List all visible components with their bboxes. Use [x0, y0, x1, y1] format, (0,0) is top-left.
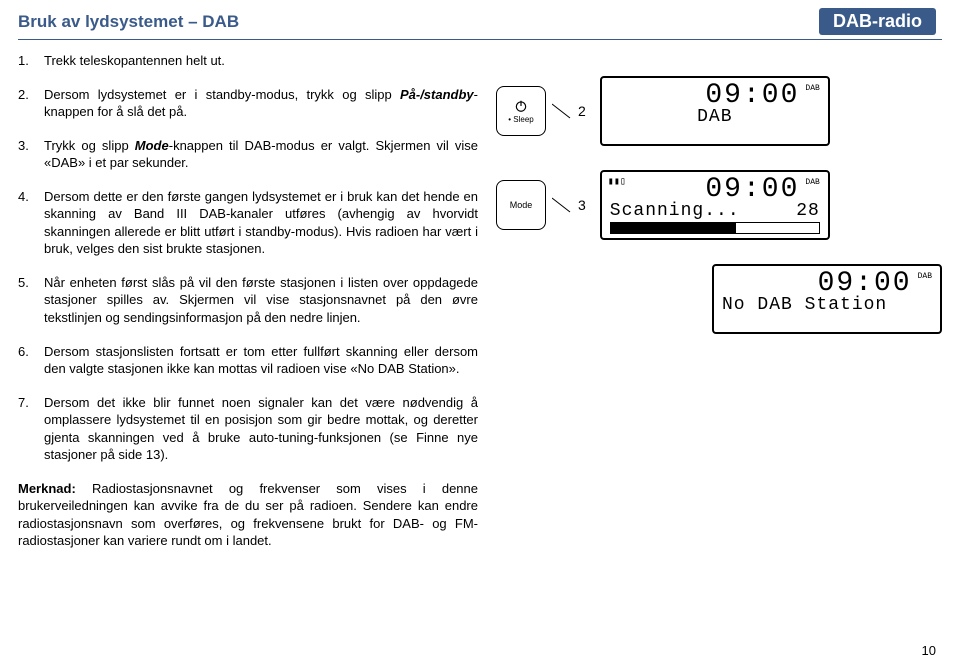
- lcd-scan-count: 28: [796, 202, 820, 220]
- step-item: Trekk teleskopantennen helt ut.: [18, 52, 478, 70]
- steps-list: Trekk teleskopantennen helt ut. Dersom l…: [18, 52, 478, 464]
- lcd-display-scanning: ▮▮▯ 09:00 DAB Scanning... 28: [600, 170, 830, 240]
- step-text: Dersom lydsystemet er i standby-modus, t…: [44, 87, 478, 120]
- figure-row-3: 09:00 DAB No DAB Station: [496, 264, 942, 334]
- sleep-button-sublabel: • Sleep: [508, 115, 534, 124]
- lcd-mode-tag: DAB: [805, 84, 819, 93]
- callout-line: [552, 190, 572, 220]
- lcd-progress-fill: [611, 223, 736, 233]
- note-text: Radiostasjonsnavnet og frekvenser som vi…: [18, 481, 478, 549]
- lcd-progress-bar: [610, 222, 820, 234]
- step-text: Trykk og slipp Mode-knappen til DAB-modu…: [44, 138, 478, 171]
- lcd-line2-row: Scanning... 28: [610, 202, 820, 220]
- lcd-display-dab: 09:00 DAB DAB: [600, 76, 830, 146]
- lcd-scanning-text: Scanning...: [610, 202, 740, 220]
- step-text: Når enheten først slås på vil den første…: [44, 275, 478, 325]
- figure-row-2: Mode 3 ▮▮▯ 09:00 DAB Scanning... 28: [496, 170, 942, 240]
- figure-column: • Sleep 2 09:00 DAB DAB Mode 3: [496, 52, 942, 550]
- power-icon: [514, 99, 528, 113]
- lcd-line2: No DAB Station: [722, 296, 932, 314]
- header-rule: [18, 39, 942, 40]
- mode-button-label: Mode: [510, 200, 533, 210]
- content-area: Trekk teleskopantennen helt ut. Dersom l…: [0, 52, 960, 550]
- step-item: Når enheten først slås på vil den første…: [18, 274, 478, 327]
- step-item: Dersom lydsystemet er i standby-modus, t…: [18, 86, 478, 121]
- step-text: Dersom det ikke blir funnet noen signale…: [44, 395, 478, 463]
- note-paragraph: Merknad: Radiostasjonsnavnet og frekvens…: [18, 480, 478, 550]
- step-text: Dersom stasjonslisten fortsatt er tom et…: [44, 344, 478, 377]
- lcd-mode-tag: DAB: [918, 272, 932, 281]
- header-title-left: Bruk av lydsystemet – DAB: [18, 12, 239, 32]
- lcd-display-nodab: 09:00 DAB No DAB Station: [712, 264, 942, 334]
- page-number: 10: [922, 643, 936, 658]
- lcd-line2: DAB: [610, 108, 820, 126]
- step-item: Dersom dette er den første gangen lydsys…: [18, 188, 478, 258]
- callout-number-3: 3: [578, 197, 586, 213]
- step-text: Dersom dette er den første gangen lydsys…: [44, 189, 478, 257]
- lcd-time: 09:00: [705, 82, 799, 110]
- button-block-mode: Mode 3: [496, 180, 586, 230]
- lcd-time: 09:00: [818, 270, 912, 298]
- button-block-sleep: • Sleep 2: [496, 86, 586, 136]
- text-column: Trekk teleskopantennen helt ut. Dersom l…: [18, 52, 478, 550]
- header-title-right: DAB-radio: [819, 8, 936, 35]
- figure-row-1: • Sleep 2 09:00 DAB DAB: [496, 76, 942, 146]
- step-text: Trekk teleskopantennen helt ut.: [44, 53, 225, 68]
- lcd-time: 09:00: [705, 176, 799, 204]
- lcd-mode-tag: DAB: [805, 178, 819, 187]
- power-sleep-button: • Sleep: [496, 86, 546, 136]
- step-item: Dersom stasjonslisten fortsatt er tom et…: [18, 343, 478, 378]
- step-item: Dersom det ikke blir funnet noen signale…: [18, 394, 478, 464]
- callout-number-2: 2: [578, 103, 586, 119]
- signal-icon: ▮▮▯: [608, 176, 626, 188]
- sleep-text: Sleep: [513, 115, 533, 124]
- page-header: Bruk av lydsystemet – DAB DAB-radio: [0, 0, 960, 39]
- note-label: Merknad:: [18, 481, 76, 496]
- mode-button: Mode: [496, 180, 546, 230]
- callout-line: [552, 96, 572, 126]
- step-item: Trykk og slipp Mode-knappen til DAB-modu…: [18, 137, 478, 172]
